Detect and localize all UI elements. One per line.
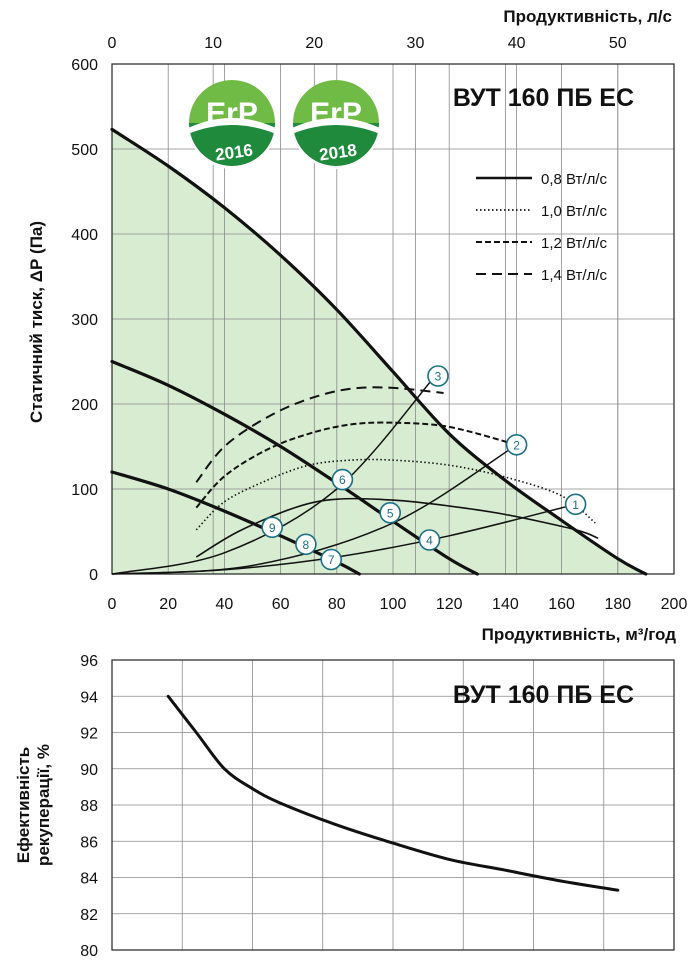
x-tick-label: 160 <box>548 596 575 613</box>
y-tick-label: 600 <box>71 57 98 74</box>
bottom-y-axis-label-line2: рекуперації, % <box>34 744 53 866</box>
x-tick-label: 100 <box>380 596 407 613</box>
x2-tick-label: 30 <box>407 35 425 52</box>
operating-point-5-label: 5 <box>387 506 394 520</box>
y-tick-label: 300 <box>71 312 98 329</box>
efficiency-curve-2 <box>195 458 596 531</box>
bottom-y-tick-label: 96 <box>80 653 98 670</box>
top-x2-axis-label: Продуктивність, л/с <box>503 7 672 26</box>
legend-label-0-8: 0,8 Вт/л/с <box>541 171 607 188</box>
operating-point-markers: 1 2 3 4 5 6 7 8 9 <box>261 365 587 571</box>
fan-curve-1 <box>110 127 648 576</box>
erp-2016-logo: ErP 2016 <box>188 80 276 169</box>
x-tick-label: 140 <box>492 596 519 613</box>
top-y-ticks: 0 100 200 300 400 500 600 <box>71 57 98 584</box>
legend-label-1-0: 1,0 Вт/л/с <box>541 203 607 220</box>
bottom-y-tick-label: 80 <box>80 943 98 960</box>
operating-point-2: 2 <box>505 433 528 456</box>
y-tick-label: 100 <box>71 482 98 499</box>
y-tick-label: 400 <box>71 227 98 244</box>
bottom-chart: 80 82 84 86 88 90 92 94 96 ВУТ 160 ПБ ЕС Ефектив… <box>14 653 675 960</box>
top-plot-frame <box>111 63 675 575</box>
x-tick-label: 40 <box>216 596 234 613</box>
bottom-chart-title: ВУТ 160 ПБ ЕС <box>453 681 634 709</box>
top-x2-ticks: 0 10 20 30 40 50 <box>108 35 627 52</box>
operating-point-4: 4 <box>418 529 441 551</box>
bottom-y-tick-label: 90 <box>80 762 98 779</box>
operating-point-1: 1 <box>564 493 587 516</box>
legend: 0,8 Вт/л/с 1,0 Вт/л/с 1,2 Вт/л/с 1,4 Вт/… <box>476 171 607 284</box>
efficiency-curve-3 <box>195 421 517 509</box>
bottom-curves <box>166 694 620 892</box>
legend-label-1-4: 1,4 Вт/л/с <box>541 267 607 284</box>
x2-tick-label: 10 <box>204 35 222 52</box>
operating-point-5: 5 <box>379 501 402 524</box>
bottom-y-tick-label: 88 <box>80 798 98 815</box>
operating-point-6: 6 <box>331 468 354 491</box>
top-chart-title: ВУТ 160 ПБ ЕС <box>453 84 634 112</box>
erp-2018-logo-text: ErP <box>310 97 362 130</box>
bottom-plot-frame <box>111 659 675 951</box>
operating-point-3: 3 <box>427 365 449 387</box>
bottom-grid <box>112 660 674 950</box>
y-tick-label: 200 <box>71 397 98 414</box>
top-y-axis-label: Статичний тиск, ΔР (Па) <box>27 221 46 423</box>
x2-tick-label: 0 <box>108 35 117 52</box>
operating-point-8-label: 8 <box>303 538 310 552</box>
x2-tick-label: 50 <box>609 35 627 52</box>
x-tick-label: 200 <box>661 596 688 613</box>
operating-point-7: 7 <box>320 548 343 571</box>
top-x-axis-label: Продуктивність, м³/год <box>482 625 677 644</box>
erp-2018-logo: ErP 2018 <box>292 80 380 169</box>
bottom-y-tick-label: 84 <box>80 871 98 888</box>
x2-tick-label: 40 <box>508 35 526 52</box>
system-curve-2 <box>111 444 518 575</box>
x-tick-label: 120 <box>436 596 463 613</box>
operating-point-9-label: 9 <box>269 521 276 535</box>
x-tick-label: 0 <box>108 596 117 613</box>
operating-point-3-label: 3 <box>435 370 442 384</box>
efficiency-curve-4 <box>195 386 444 483</box>
y-tick-label: 0 <box>89 567 98 584</box>
bottom-y-ticks: 80 82 84 86 88 90 92 94 96 <box>80 653 98 960</box>
bottom-y-tick-label: 92 <box>80 726 98 743</box>
erp-2016-logo-text: ErP <box>206 97 258 130</box>
legend-label-1-2: 1,2 Вт/л/с <box>541 235 607 252</box>
operating-point-4-label: 4 <box>426 534 433 548</box>
x-tick-label: 60 <box>272 596 290 613</box>
operating-point-1-label: 1 <box>572 498 579 512</box>
operating-point-8: 8 <box>295 533 317 556</box>
bottom-y-tick-label: 82 <box>80 907 98 924</box>
bottom-y-tick-label: 94 <box>80 689 98 706</box>
bottom-y-axis-label-line1: Ефективність <box>14 747 33 863</box>
bottom-y-tick-label: 86 <box>80 834 98 851</box>
x-tick-label: 20 <box>159 596 177 613</box>
x-tick-label: 80 <box>328 596 346 613</box>
operating-point-9: 9 <box>261 516 284 539</box>
y-tick-label: 500 <box>71 142 98 159</box>
operating-point-2-label: 2 <box>513 438 520 452</box>
operating-point-7-label: 7 <box>328 553 335 567</box>
x2-tick-label: 20 <box>305 35 323 52</box>
operating-point-6-label: 6 <box>339 473 346 487</box>
operating-area-fill <box>112 129 646 574</box>
fan-curve-2 <box>110 359 479 576</box>
recovery-efficiency-curve <box>166 694 620 892</box>
top-x-ticks: 0 20 40 60 80 100 120 140 160 180 200 <box>108 596 688 613</box>
top-chart: 0 20 40 60 80 100 120 140 160 180 200 0 10 20 30 40 50 … <box>27 7 687 644</box>
x-tick-label: 180 <box>604 596 631 613</box>
